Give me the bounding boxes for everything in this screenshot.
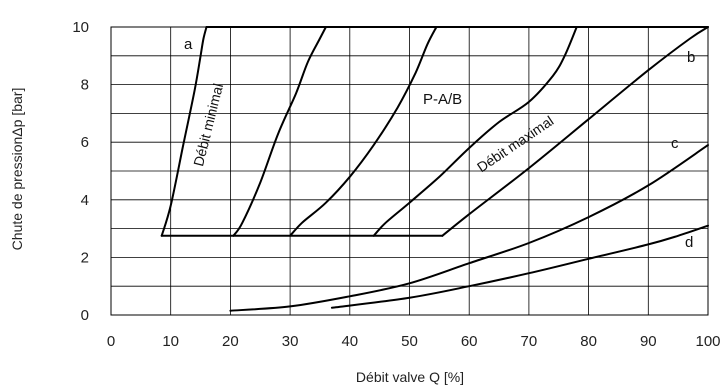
y-axis-title: Chute de pressionΔp [bar] <box>9 88 25 251</box>
y-tick-labels: 0 2 4 6 8 10 <box>72 19 89 324</box>
min-flow-label: Débit minimal <box>190 82 226 168</box>
y-tick-label: 0 <box>81 307 89 324</box>
curve-label-d: d <box>685 234 693 251</box>
y-tick-label: 2 <box>81 249 89 266</box>
curve-label-a: a <box>184 36 193 53</box>
x-tick-label: 30 <box>282 333 299 350</box>
series-line-b <box>441 26 709 237</box>
x-tick-label: 10 <box>162 333 179 350</box>
x-tick-label: 0 <box>107 333 115 350</box>
max-flow-label: Débit maximal <box>474 112 556 175</box>
y-tick-label: 4 <box>81 192 89 209</box>
curve-label-c: c <box>671 135 679 152</box>
x-tick-label: 50 <box>401 333 418 350</box>
x-tick-label: 20 <box>222 333 239 350</box>
x-tick-label: 70 <box>521 333 538 350</box>
x-axis-title: Débit valve Q [%] <box>356 369 464 385</box>
series-line-p-a-b-1 <box>232 26 327 237</box>
series-line-d <box>330 224 709 309</box>
x-tick-label: 90 <box>640 333 657 350</box>
x-tick-label: 60 <box>461 333 478 350</box>
pab-label: P-A/B <box>423 91 462 108</box>
series-line-p-a-b-3 <box>372 26 578 237</box>
y-tick-label: 6 <box>81 134 89 151</box>
series-line-a <box>160 26 208 237</box>
x-tick-labels: 0 10 20 30 40 50 60 70 80 90 100 <box>107 333 721 350</box>
x-tick-label: 40 <box>341 333 358 350</box>
x-tick-label: 80 <box>580 333 597 350</box>
y-tick-label: 8 <box>81 77 89 94</box>
grid <box>111 27 708 315</box>
curve-label-b: b <box>687 49 695 66</box>
y-tick-label: 10 <box>72 19 89 36</box>
x-tick-label: 100 <box>695 333 720 350</box>
series-group <box>160 26 709 312</box>
series-line-p-a-b-2 <box>289 26 438 237</box>
series-line-c <box>229 144 709 312</box>
